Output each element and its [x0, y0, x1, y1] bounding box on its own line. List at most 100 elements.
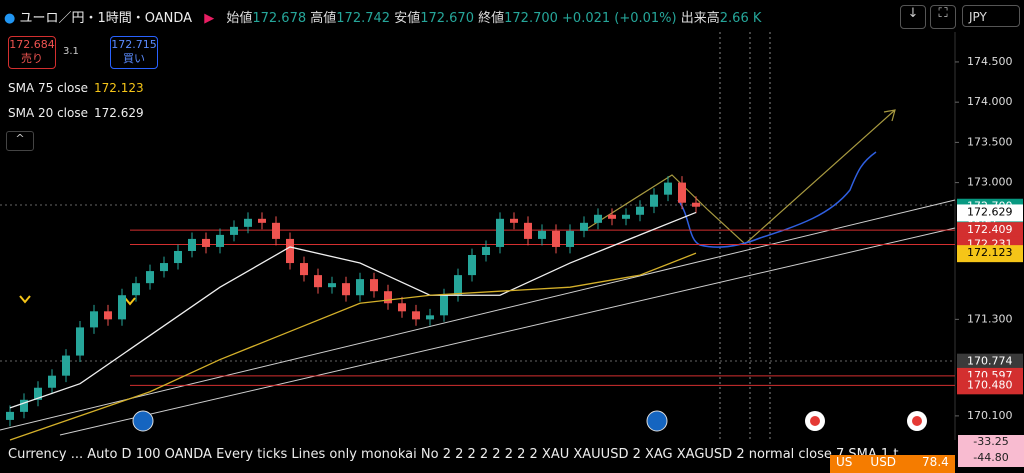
- open: 172.678: [252, 11, 307, 26]
- price-label: 170.774: [967, 355, 1013, 368]
- candle-body: [384, 291, 392, 304]
- candle-body: [650, 194, 658, 207]
- price-label-bg: [957, 245, 1023, 263]
- sub-panel: US USD 78.4: [830, 455, 955, 473]
- sub-label: 78.4: [922, 455, 949, 469]
- candle-body: [34, 387, 42, 400]
- sma-line: [9, 211, 697, 409]
- indicator-name: SMA 75 close: [8, 81, 88, 95]
- candle-body: [636, 206, 644, 215]
- price-label-bg: [957, 222, 1023, 240]
- candle-body: [230, 226, 238, 235]
- candle-body: [286, 238, 294, 264]
- candle-body: [622, 214, 630, 219]
- buy-button[interactable]: 172.715 買い: [110, 36, 158, 69]
- candle-body: [580, 222, 588, 231]
- candle-body: [146, 271, 154, 284]
- candle-body: [482, 246, 490, 256]
- sub-label: USD: [870, 455, 897, 469]
- candle-body: [538, 230, 546, 239]
- sub-label: -33.25: [958, 435, 1024, 451]
- trend-lines: [0, 199, 956, 436]
- candle-body: [90, 311, 98, 328]
- sub-label: -44.80: [958, 451, 1024, 467]
- candle-body: [524, 222, 532, 239]
- indicator-name: SMA 20 close: [8, 106, 88, 120]
- candle-body: [426, 315, 434, 320]
- crosshairs: [0, 32, 955, 440]
- status-text: Currency ... Auto D 100 OANDA Every tick…: [8, 447, 899, 462]
- candle-body: [454, 275, 462, 296]
- flag: ▶: [204, 11, 215, 26]
- candle-body: [370, 279, 378, 292]
- download-button[interactable]: ↓: [900, 5, 926, 29]
- indicator-value: 172.123: [94, 81, 144, 95]
- candle-body: [48, 375, 56, 388]
- y-tick-label: 174.500: [967, 55, 1013, 68]
- event-icons: [132, 410, 927, 432]
- spread: 3.1: [63, 46, 79, 57]
- candle-body: [76, 327, 84, 356]
- candle-body: [342, 283, 350, 296]
- y-tick-label: 173.500: [967, 135, 1013, 148]
- candle-body: [496, 218, 504, 247]
- candle-body: [468, 255, 476, 276]
- symbol-bar: ● ユーロ／円・1時間・OANDA ▶ 始値172.678 高値172.742 …: [4, 7, 761, 26]
- buy-price: 172.715: [111, 38, 157, 51]
- y-tick-label: 170.100: [967, 409, 1013, 422]
- projection: [584, 109, 896, 245]
- forecast-line: [677, 151, 877, 248]
- close-label: 終値: [478, 11, 505, 26]
- candle-body: [20, 399, 28, 412]
- indicator-value: 172.629: [94, 106, 144, 120]
- candle-body: [174, 250, 182, 264]
- volume: 2.66 K: [719, 11, 762, 26]
- price-label-bg: [957, 353, 1023, 371]
- candle-body: [244, 218, 252, 227]
- candle-body: [62, 355, 70, 376]
- candle-body: [6, 411, 14, 420]
- high: 172.742: [336, 11, 391, 26]
- candle-body: [258, 218, 266, 223]
- logo: ●: [4, 11, 16, 26]
- price-label: 170.480: [967, 378, 1013, 391]
- price-label: 172.123: [967, 246, 1013, 259]
- sell-label: 売り: [21, 52, 43, 65]
- y-tick-label: 171.300: [967, 312, 1013, 325]
- candle-body: [160, 263, 168, 272]
- candle-body: [118, 295, 126, 320]
- candle-body: [594, 214, 602, 223]
- candle-body: [314, 275, 322, 288]
- candle-body: [552, 230, 560, 247]
- y-tick-label: 173.000: [967, 176, 1013, 189]
- candle-body: [398, 303, 406, 312]
- candle-body: [202, 238, 210, 247]
- symbol[interactable]: ユーロ／円・1時間・OANDA: [19, 11, 193, 26]
- low: 172.670: [420, 11, 474, 26]
- candle-body: [272, 222, 280, 239]
- buy-label: 買い: [123, 52, 145, 65]
- candle-body: [692, 202, 700, 207]
- candle-body: [412, 311, 420, 320]
- arrows: [19, 295, 136, 306]
- sell-price: 172.684: [9, 38, 55, 51]
- collapse-button[interactable]: ^: [6, 131, 34, 151]
- candle-body: [104, 311, 112, 320]
- candle-body: [216, 234, 224, 247]
- price-label: 172.409: [967, 223, 1013, 236]
- volume-label: 出来高: [680, 11, 720, 26]
- candle-body: [356, 279, 364, 296]
- high-label: 高値: [310, 11, 337, 26]
- fullscreen-button[interactable]: ⛶: [930, 5, 956, 29]
- indicator-legend: SMA 75 close 172.123: [8, 81, 144, 95]
- currency-select[interactable]: JPY: [962, 5, 1020, 27]
- candle-body: [440, 295, 448, 316]
- candle-body: [300, 263, 308, 276]
- price-label-bg: [957, 204, 1023, 222]
- candle-body: [510, 218, 518, 223]
- sell-button[interactable]: 172.684 売り: [8, 36, 56, 69]
- y-tick-label: 174.000: [967, 95, 1013, 108]
- status-area: Currency ... Auto D 100 OANDA Every tick…: [0, 435, 1024, 473]
- price-label: 172.629: [967, 205, 1013, 218]
